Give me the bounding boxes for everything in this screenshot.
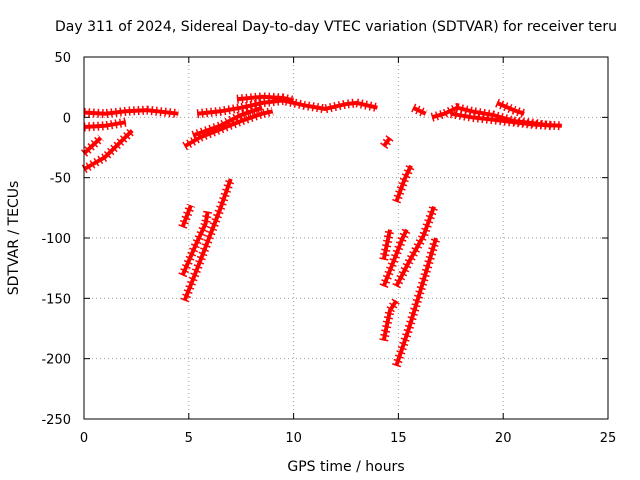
series-seg-2 (83, 120, 127, 129)
series-seg-22-markers (495, 98, 526, 118)
series-seg-18 (394, 237, 439, 367)
y-tick-label: 50 (54, 51, 71, 66)
series-seg-14-markers (379, 227, 411, 288)
series-seg-3-markers (80, 134, 104, 157)
series-seg-3 (82, 136, 103, 155)
x-tick-label: 0 (80, 431, 88, 446)
y-tick-label: 0 (63, 111, 71, 126)
y-tick-label: -100 (41, 232, 71, 247)
series-seg-17-markers (392, 205, 439, 289)
series-seg-7-markers (191, 103, 264, 140)
series-seg-12-markers (380, 135, 394, 149)
chart-title: Day 311 of 2024, Sidereal Day-to-day VTE… (55, 19, 617, 35)
series-seg-4-markers (81, 127, 136, 174)
series-seg-13-markers (379, 228, 395, 261)
x-tick-label: 10 (285, 431, 302, 446)
y-tick-label: -200 (41, 353, 71, 368)
x-axis-label: GPS time / hours (287, 459, 404, 475)
y-tick-label: -150 (41, 292, 71, 307)
axes: 0 5 10 15 20 25 50 0 -50 -100 -150 -200 -250 (41, 51, 616, 446)
plot-area (80, 92, 563, 368)
x-tick-label: 20 (495, 431, 512, 446)
series-seg-21 (450, 111, 562, 128)
y-tick-label: -50 (50, 172, 71, 187)
series-seg-16 (394, 164, 413, 203)
y-tick-label: -250 (41, 413, 71, 428)
x-tick-label: 15 (390, 431, 407, 446)
series-seg-11 (182, 178, 233, 302)
x-tick-label: 25 (600, 431, 617, 446)
series-seg-8 (236, 94, 295, 103)
series-seg-17 (394, 205, 436, 288)
series-seg-19 (412, 105, 427, 116)
y-axis-label: SDTVAR / TECUs (6, 181, 22, 296)
series-seg-9-markers (178, 203, 196, 229)
series-seg-5 (196, 98, 378, 116)
series-seg-1-markers (83, 105, 179, 119)
series-seg-6-markers (182, 106, 274, 151)
series-seg-10 (180, 211, 210, 277)
series-seg-15-markers (379, 298, 401, 342)
x-tick-label: 5 (185, 431, 193, 446)
